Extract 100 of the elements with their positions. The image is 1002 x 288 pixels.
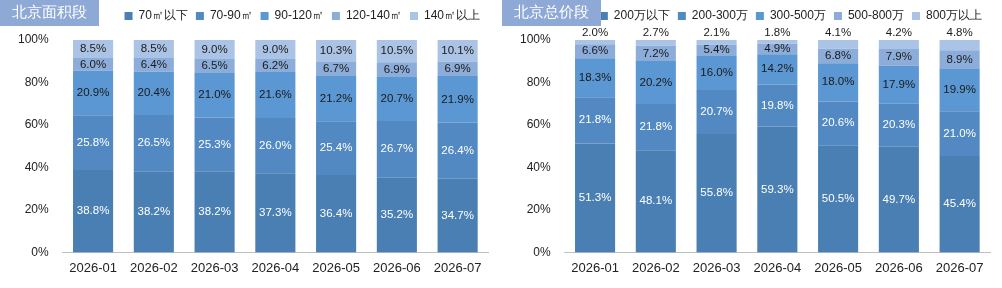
x-tick-label: 2026-07 (935, 259, 984, 275)
legend-label: 70-90㎡ (209, 8, 253, 23)
data-label: 10.1% (441, 43, 474, 56)
data-label: 5.4% (703, 43, 730, 56)
data-label: 21.8% (578, 113, 612, 126)
bar (878, 146, 919, 253)
data-label: 7.2% (642, 46, 669, 59)
bar (757, 126, 798, 253)
data-label: 16.0% (700, 66, 733, 79)
data-label: 25.4% (319, 141, 353, 154)
bar (133, 114, 174, 172)
x-tick-label: 2026-05 (312, 259, 360, 275)
bar (437, 76, 478, 123)
data-label: 51.3% (578, 191, 612, 204)
x-tick-label: 2026-05 (814, 259, 862, 275)
data-label: 6.9% (444, 61, 471, 74)
data-label: 21.0% (198, 88, 231, 101)
data-label: 2.0% (581, 26, 609, 39)
x-tick-label: 2026-02 (631, 259, 680, 275)
bar (575, 97, 616, 144)
x-tick-label: 2026-07 (433, 259, 482, 275)
data-label: 10.5% (380, 44, 414, 57)
bar (757, 40, 798, 44)
data-label: 20.2% (639, 75, 673, 88)
bar (376, 76, 417, 121)
bar (878, 65, 919, 104)
bar (818, 40, 859, 49)
y-tick-label: 100% (519, 32, 552, 47)
bar (73, 115, 114, 170)
bar (437, 178, 478, 253)
bar (939, 111, 980, 156)
y-tick-label: 0% (31, 244, 50, 259)
data-label: 8.5% (79, 42, 107, 55)
data-label: 1.8% (764, 26, 791, 39)
bar (194, 72, 235, 118)
bar (635, 103, 676, 151)
data-label: 9.0% (201, 42, 228, 55)
bar (437, 122, 478, 179)
data-label: 20.3% (882, 118, 916, 131)
data-label: 19.8% (761, 98, 794, 111)
data-label: 14.2% (761, 62, 794, 75)
data-label: 38.8% (76, 204, 110, 217)
data-label: 8.9% (946, 52, 973, 65)
data-label: 20.4% (137, 86, 171, 99)
data-label: 18.3% (578, 70, 612, 83)
y-tick-label: 60% (24, 117, 50, 132)
data-label: 17.9% (882, 77, 916, 90)
data-label: 21.6% (259, 88, 292, 101)
bar (194, 171, 235, 253)
data-label: 4.9% (764, 42, 791, 55)
x-tick-label: 2026-03 (190, 259, 239, 275)
chart-title: 北京面积段 (0, 0, 99, 26)
data-label: 26.7% (380, 142, 414, 155)
data-label: 34.7% (441, 208, 474, 221)
bar (939, 40, 980, 51)
data-label: 20.7% (700, 105, 733, 118)
data-label: 36.4% (319, 206, 353, 219)
data-label: 55.8% (700, 186, 733, 199)
y-tick-label: 20% (24, 202, 50, 217)
bar (255, 173, 296, 253)
legend-label: 90-120㎡ (274, 8, 324, 23)
bar (376, 120, 417, 178)
data-label: 38.2% (137, 205, 171, 217)
data-label: 37.3% (259, 205, 292, 218)
bar (255, 117, 296, 174)
data-label: 2.7% (642, 26, 669, 39)
legend-label: 200-300万 (691, 8, 748, 23)
data-label: 6.9% (383, 62, 410, 75)
y-tick-label: 0% (533, 244, 552, 259)
data-label: 26.0% (259, 138, 292, 151)
bar (194, 117, 235, 172)
x-tick-label: 2026-01 (69, 259, 117, 275)
data-label: 4.2% (885, 26, 912, 39)
y-tick-label: 60% (526, 117, 552, 132)
data-label: 4.8% (946, 26, 973, 39)
bar (575, 143, 616, 253)
x-tick-label: 2026-02 (129, 259, 178, 275)
bar (575, 40, 616, 45)
data-label: 21.2% (319, 91, 353, 104)
y-tick-label: 80% (24, 74, 50, 89)
bar (255, 72, 296, 118)
data-label: 8.5% (140, 42, 167, 55)
bar (575, 58, 616, 98)
legend-label: 800万以上 (925, 8, 983, 23)
data-label: 19.9% (943, 83, 976, 96)
x-tick-label: 2026-03 (692, 259, 741, 275)
data-label: 6.7% (322, 62, 350, 75)
bar (635, 150, 676, 253)
legend-label: 70㎡以下 (138, 8, 188, 23)
legend-label: 120-140㎡ (345, 8, 402, 23)
bar (133, 71, 174, 115)
data-label: 9.0% (262, 42, 289, 55)
legend-label: 500-800万 (847, 8, 904, 23)
data-label: 21.9% (441, 92, 474, 105)
x-tick-label: 2026-01 (571, 259, 619, 275)
data-label: 6.2% (262, 58, 289, 71)
bar (376, 177, 417, 253)
data-label: 10.3% (319, 44, 353, 57)
data-label: 26.5% (137, 136, 171, 149)
bar (635, 40, 676, 46)
